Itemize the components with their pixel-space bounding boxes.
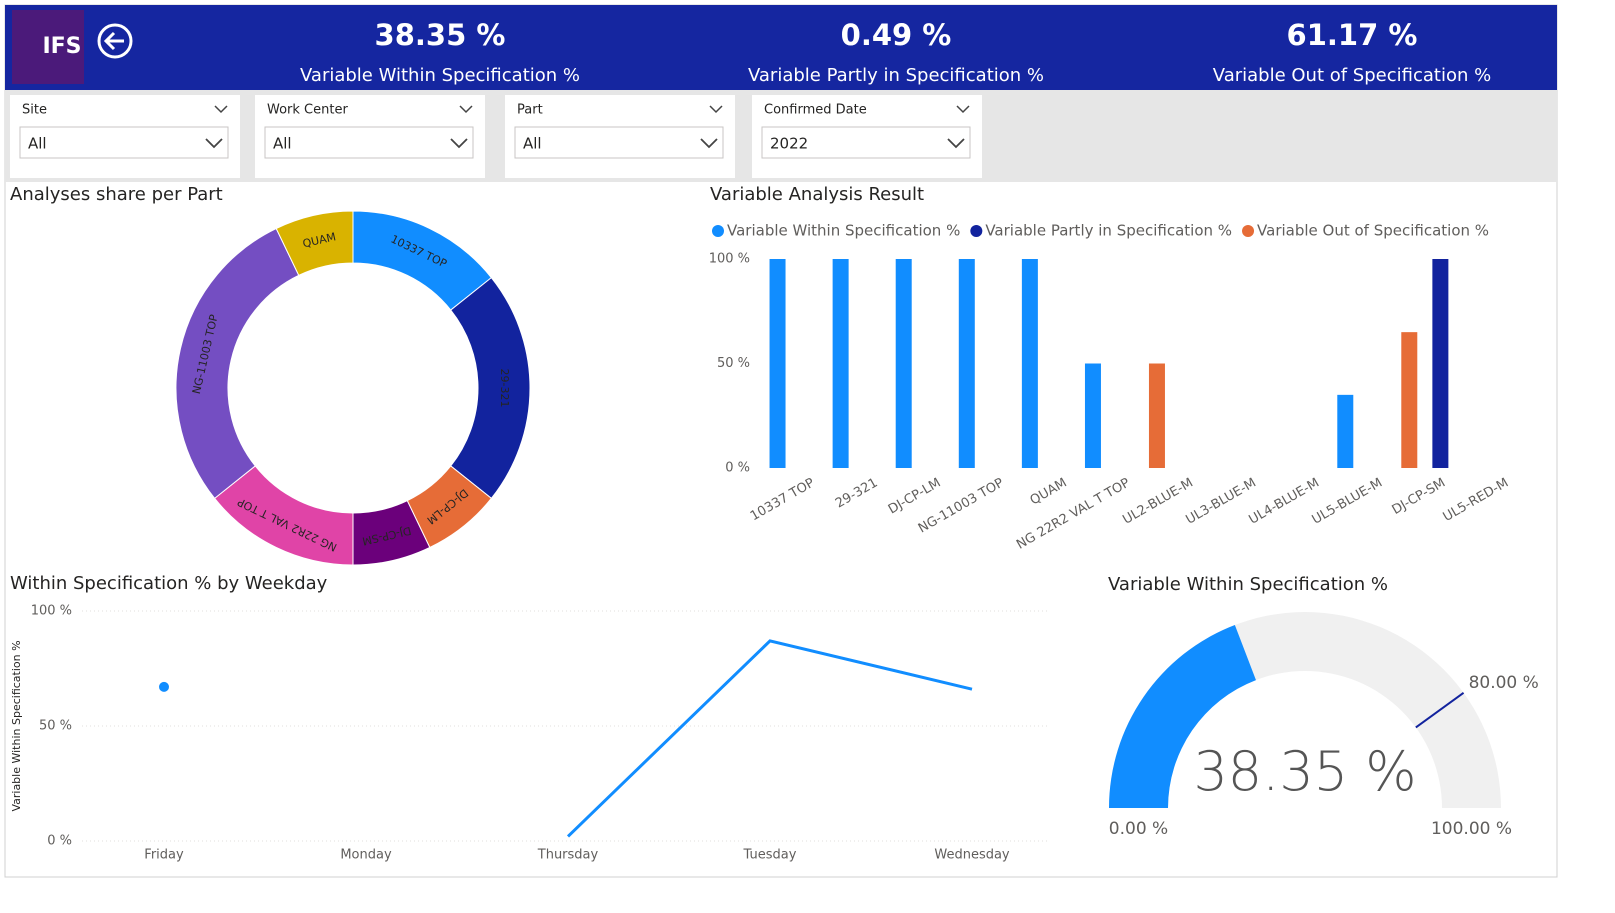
dropdown bbox=[514, 126, 724, 159]
y-tick-label: 100 % bbox=[709, 252, 750, 267]
y-tick-label: 50 % bbox=[39, 719, 72, 734]
chart-title: Analyses share per Part bbox=[10, 184, 223, 205]
slicer[interactable]: Work Center All bbox=[255, 95, 485, 178]
x-tick-label: Thursday bbox=[537, 848, 599, 863]
chevron bbox=[947, 138, 965, 149]
bar bbox=[1401, 332, 1418, 468]
kpi-label: Variable Within Specification % bbox=[300, 65, 580, 86]
logo-box bbox=[12, 10, 84, 84]
slicer-value: All bbox=[273, 135, 292, 153]
legend-label: Variable Within Specification % bbox=[727, 222, 960, 240]
kpi-value: 61.17 % bbox=[1287, 18, 1418, 52]
slicer-value: All bbox=[523, 135, 542, 153]
slicer-label: Part bbox=[517, 103, 543, 118]
slicer-label: Work Center bbox=[267, 103, 348, 118]
point bbox=[159, 681, 169, 692]
gauge-value bbox=[1109, 624, 1256, 808]
gauge-tick-label: 0.00 % bbox=[1109, 819, 1168, 839]
dropdown bbox=[19, 126, 229, 159]
chevron bbox=[450, 138, 468, 149]
legend-marker bbox=[970, 225, 983, 237]
bar bbox=[1337, 394, 1354, 468]
chevron bbox=[214, 105, 228, 114]
bar bbox=[1148, 363, 1165, 468]
chevron bbox=[709, 105, 723, 114]
kpi-label: Variable Partly in Specification % bbox=[748, 65, 1044, 86]
legend-label: Variable Partly in Specification % bbox=[985, 222, 1232, 240]
gauge-tick-label: 100.00 % bbox=[1431, 819, 1512, 839]
kpi-label: Variable Out of Specification % bbox=[1213, 65, 1491, 86]
bar bbox=[1021, 259, 1038, 468]
bar bbox=[769, 259, 786, 468]
y-tick-label: 0 % bbox=[725, 461, 750, 476]
slicer-label: Confirmed Date bbox=[764, 103, 867, 118]
slicer-value: 2022 bbox=[770, 135, 808, 153]
slicer[interactable]: Confirmed Date 2022 bbox=[752, 95, 982, 178]
dropdown bbox=[264, 126, 474, 159]
chevron bbox=[956, 105, 970, 114]
chevron bbox=[700, 138, 718, 149]
y-tick-label: 100 % bbox=[31, 604, 72, 619]
slice-label: 29-321 bbox=[498, 369, 511, 408]
bar bbox=[895, 259, 912, 468]
donut-slice bbox=[275, 210, 354, 277]
dropdown bbox=[761, 126, 971, 159]
legend-marker bbox=[712, 225, 724, 237]
chevron bbox=[205, 138, 223, 149]
chart-title: Variable Analysis Result bbox=[710, 184, 924, 205]
bar bbox=[958, 259, 975, 468]
slicer-value: All bbox=[28, 135, 47, 153]
x-tick-label: Friday bbox=[144, 848, 184, 863]
back-button[interactable] bbox=[97, 23, 133, 59]
bar bbox=[832, 259, 849, 468]
gauge-value-label: 38.35 % bbox=[1193, 740, 1416, 803]
chart-title: Within Specification % by Weekday bbox=[10, 573, 328, 594]
line bbox=[566, 639, 973, 838]
legend-label: Variable Out of Specification % bbox=[1257, 222, 1489, 240]
slicer[interactable]: Part All bbox=[505, 95, 735, 178]
bar bbox=[1084, 363, 1101, 468]
logo: IFS bbox=[42, 34, 81, 59]
kpi-value: 0.49 % bbox=[841, 18, 952, 52]
y-tick-label: 0 % bbox=[47, 834, 72, 849]
x-tick-label: Wednesday bbox=[934, 848, 1010, 863]
slicer[interactable]: Site All bbox=[10, 95, 240, 178]
chevron bbox=[459, 105, 473, 114]
chart-title: Variable Within Specification % bbox=[1108, 574, 1388, 595]
x-tick-label: Tuesday bbox=[743, 848, 797, 863]
bar bbox=[1432, 259, 1449, 468]
kpi-value: 38.35 % bbox=[375, 18, 506, 52]
gauge-target bbox=[1415, 691, 1465, 729]
header-bar bbox=[5, 5, 1557, 90]
y-axis-title: Variable Within Specification % bbox=[10, 640, 23, 811]
x-tick-label: Monday bbox=[340, 848, 392, 863]
target-label: 80.00 % bbox=[1469, 673, 1539, 693]
slicer-label: Site bbox=[22, 103, 47, 118]
y-tick-label: 50 % bbox=[717, 356, 750, 371]
legend-marker bbox=[1242, 225, 1255, 237]
